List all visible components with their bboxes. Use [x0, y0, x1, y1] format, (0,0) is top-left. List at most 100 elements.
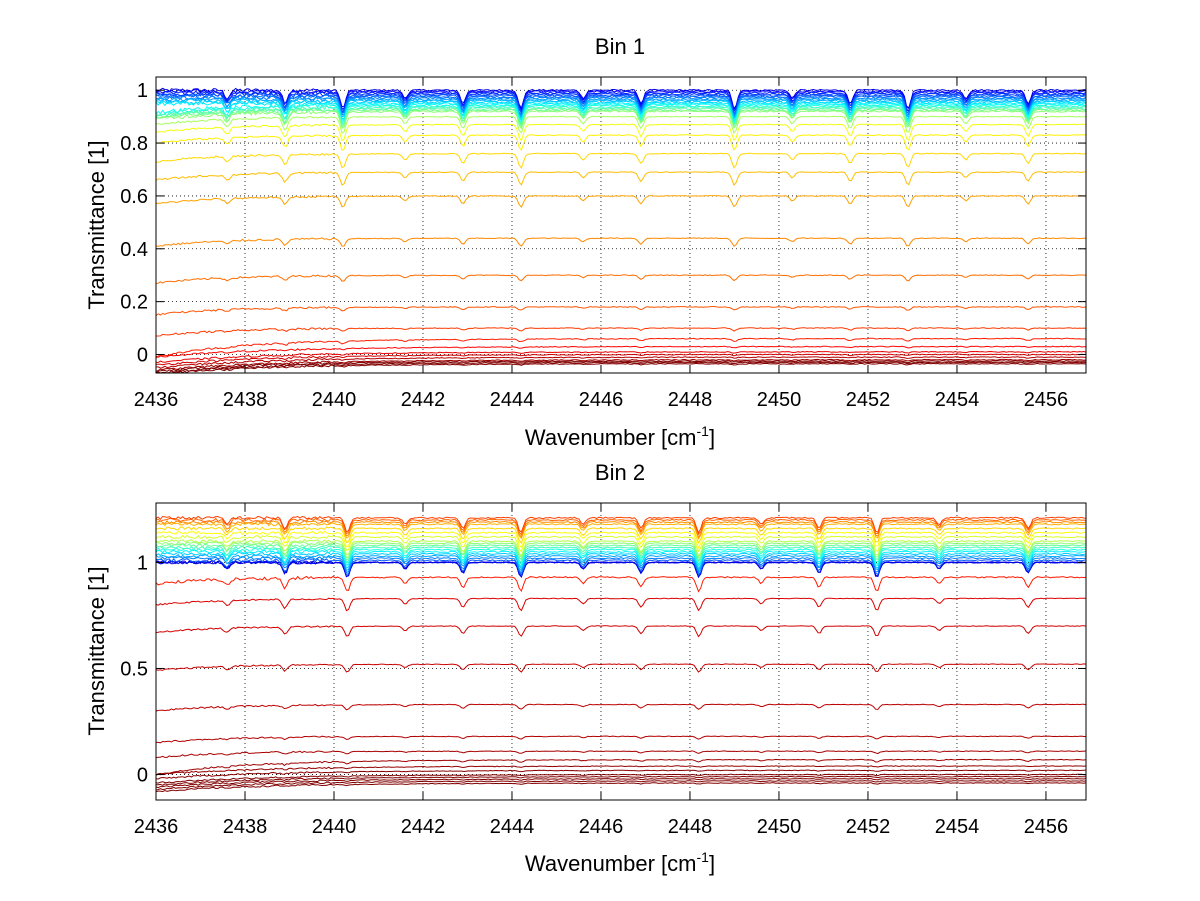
series-line — [155, 171, 1087, 186]
series-line — [155, 99, 1087, 121]
series-line — [155, 530, 1087, 550]
series-line — [156, 519, 1087, 539]
y-tick-label: 0.8 — [120, 133, 148, 155]
x-tick-label: 2444 — [490, 389, 535, 411]
plot-title: Bin 1 — [595, 34, 645, 59]
series-line — [155, 549, 1087, 568]
series-line — [155, 773, 1086, 784]
series-line — [155, 115, 1087, 134]
series-line — [155, 134, 1087, 152]
series-line — [156, 735, 1086, 744]
series-line — [155, 345, 1087, 358]
x-tick-label: 2450 — [757, 816, 802, 838]
series-line — [155, 750, 1087, 759]
plot-title: Bin 2 — [595, 460, 645, 485]
x-tick-label: 2448 — [668, 389, 713, 411]
x-axis-label: Wavenumber [cm-1] — [525, 423, 715, 450]
series-line — [155, 95, 1087, 118]
series-line — [155, 780, 1087, 791]
series-line — [155, 769, 1087, 780]
x-tick-label: 2438 — [223, 816, 268, 838]
series-line — [155, 305, 1087, 317]
series-lines — [155, 87, 1087, 374]
series-line — [155, 765, 1087, 776]
plot-bin-1: Bin 1 2436 2438 2440 2442 2444 2446 2448 2450 24… — [84, 34, 1087, 450]
x-tick-label: 2454 — [935, 389, 980, 411]
series-line — [155, 541, 1087, 559]
plot-bin-2: Bin 2 2436 2438 2440 2442 2444 2446 2448 2450 24… — [84, 460, 1087, 876]
x-tick-label: 2450 — [757, 389, 802, 411]
tick-marks — [155, 503, 1086, 800]
x-tick-label: 2456 — [1024, 389, 1069, 411]
series-line — [155, 663, 1087, 673]
series-line — [155, 758, 1087, 776]
series-line — [155, 553, 1087, 572]
y-tick-label: 1 — [137, 552, 148, 574]
x-tick-label: 2440 — [312, 816, 357, 838]
series-line — [155, 782, 1087, 793]
series-line — [155, 526, 1086, 545]
series-lines — [155, 515, 1087, 793]
plot-area — [156, 77, 1086, 373]
y-tick-labels: 0 0.2 0.4 0.6 0.8 1 — [120, 80, 148, 366]
series-line — [155, 195, 1087, 209]
y-tick-labels: 00.51 — [120, 552, 148, 786]
series-line — [156, 356, 1087, 369]
series-line — [155, 597, 1087, 612]
plot-frame — [155, 76, 1087, 374]
series-line — [155, 515, 1087, 535]
series-line — [156, 327, 1087, 337]
series-line — [155, 543, 1087, 562]
x-tick-label: 2442 — [401, 816, 446, 838]
series-line — [155, 337, 1087, 359]
series-line — [155, 123, 1087, 142]
x-tick-label: 2448 — [668, 816, 713, 838]
x-tick-label: 2452 — [846, 816, 891, 838]
x-axis-label: Wavenumber [cm-1] — [525, 849, 715, 876]
series-line — [155, 703, 1087, 712]
series-line — [156, 362, 1086, 374]
series-line — [155, 90, 1087, 113]
y-tick-label: 0 — [137, 765, 148, 787]
y-tick-label: 0.6 — [120, 186, 148, 208]
y-tick-label: 0.5 — [120, 658, 148, 680]
x-tick-label: 2444 — [490, 816, 535, 838]
series-line — [155, 560, 1087, 578]
series-line — [155, 539, 1086, 557]
series-line — [155, 97, 1087, 119]
series-line — [155, 522, 1087, 540]
series-line — [155, 93, 1087, 115]
y-tick-label: 0.2 — [120, 292, 148, 314]
series-line — [155, 547, 1087, 566]
x-tick-label: 2452 — [846, 389, 891, 411]
x-tick-label: 2456 — [1024, 816, 1069, 838]
series-line — [155, 87, 1087, 110]
series-line — [155, 237, 1087, 247]
series-line — [155, 353, 1087, 366]
y-axis-label: Transmittance [1] — [84, 140, 109, 309]
series-line — [155, 109, 1087, 130]
series-line — [155, 625, 1087, 638]
series-line — [155, 361, 1087, 374]
series-line — [155, 534, 1087, 553]
x-tick-label: 2446 — [579, 816, 624, 838]
series-line — [155, 360, 1087, 374]
y-tick-label: 0 — [137, 345, 148, 367]
y-axis-label: Transmittance [1] — [84, 566, 109, 735]
plot-frame — [155, 502, 1087, 801]
series-line — [155, 152, 1087, 169]
series-line — [156, 558, 1087, 577]
series-line — [155, 100, 1087, 122]
series-line — [155, 556, 1087, 575]
x-tick-label: 2436 — [134, 816, 179, 838]
y-tick-label: 0.4 — [120, 239, 148, 261]
series-line — [155, 545, 1087, 564]
x-tick-labels: 2436 2438 2440 2442 2444 2446 2448 2450 2452 2454… — [134, 389, 1068, 411]
x-tick-label: 2436 — [134, 389, 179, 411]
x-tick-labels: 2436 2438 2440 2442 2444 2446 2448 2450 2452 2454… — [134, 816, 1068, 838]
x-tick-label: 2438 — [223, 389, 268, 411]
series-line — [155, 350, 1087, 364]
x-tick-label: 2440 — [312, 389, 357, 411]
series-line — [155, 777, 1087, 789]
